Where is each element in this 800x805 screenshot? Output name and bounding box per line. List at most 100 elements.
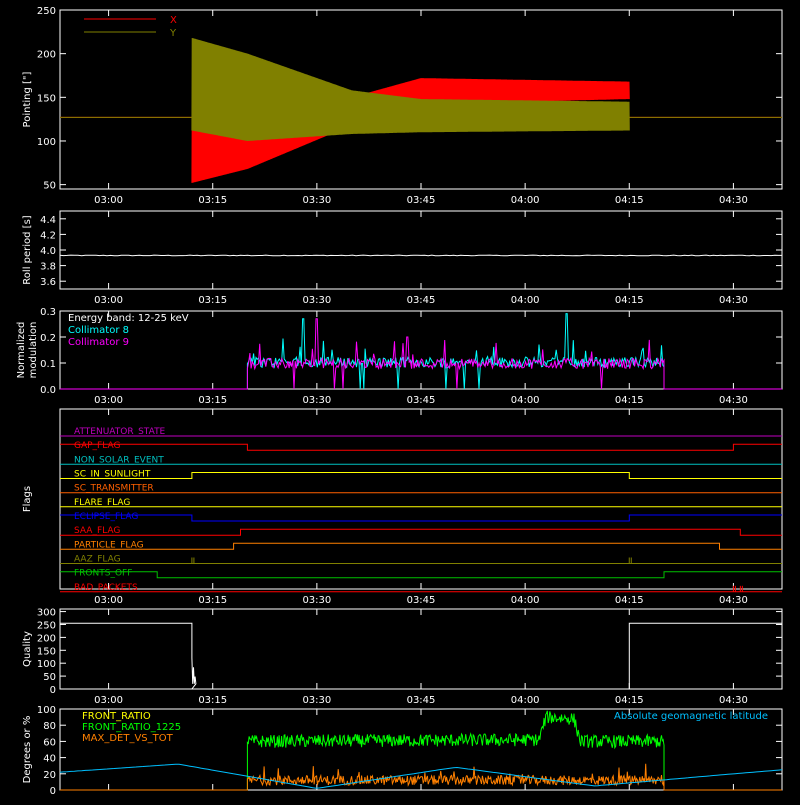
- x-tick-label: 03:45: [407, 695, 436, 706]
- y-tick-label: 150: [37, 646, 56, 657]
- x-tick-label: 04:30: [719, 195, 748, 206]
- x-tick-label: 04:30: [719, 595, 748, 606]
- flag-label: SAA_FLAG: [74, 526, 120, 536]
- panel-3: 03:00 03:15 03:30 03:45 04:00 04:15 04:30 Norma…: [16, 307, 783, 406]
- geomagnetic-latitude-line: [59, 763, 783, 789]
- y-tick-label: 100: [37, 705, 56, 716]
- x-tick-label: 03:15: [198, 695, 227, 706]
- panel-6: Degrees or % 0 20 40 60 80 100 FRONT_RATIOFRONT…: [22, 705, 783, 797]
- flag-label: PARTICLE_FLAG: [74, 540, 144, 550]
- y-tick-label: 200: [37, 633, 56, 644]
- x-tick-label: 03:45: [407, 395, 436, 406]
- y-tick-label: 0.1: [40, 359, 56, 370]
- flag-label: AAZ_FLAG: [74, 555, 121, 565]
- legend-label: FRONT_RATIO_1225: [82, 722, 181, 733]
- y-tick-label: 250: [37, 620, 56, 631]
- x-tick-label: 03:45: [407, 595, 436, 606]
- y-axis-label: Roll period [s]: [22, 215, 33, 284]
- x-tick-label: 03:00: [94, 595, 123, 606]
- x-tick-label: 03:00: [94, 395, 123, 406]
- series-max-det-vs-tot-line: [60, 763, 782, 791]
- roll-period-line: [59, 254, 782, 257]
- x-tick-label: 04:00: [511, 295, 540, 306]
- x-tick-label: 03:30: [302, 595, 331, 606]
- x-tick-label: 04:00: [511, 195, 540, 206]
- x-tick-label: 04:15: [615, 195, 644, 206]
- flag-line: [60, 514, 782, 522]
- legend: XY: [84, 15, 177, 39]
- x-tick-label: 04:15: [615, 595, 644, 606]
- y-tick-label: 0.0: [40, 385, 56, 396]
- quality-line: [60, 622, 782, 690]
- flag-line: [60, 528, 782, 536]
- y-axis-label: Degrees or %: [22, 716, 33, 784]
- legend-label: MAX_DET_VS_TOT: [82, 733, 174, 744]
- series-front-ratio-1225-line: [60, 710, 782, 791]
- legend-label: Collimator 8: [68, 325, 129, 336]
- x-tick-label: 04:30: [719, 695, 748, 706]
- y-tick-label: 3.6: [40, 277, 56, 288]
- y-tick-label: 200: [37, 50, 56, 61]
- x-tick-label: 03:15: [198, 395, 227, 406]
- y-tick-label: 20: [43, 770, 56, 781]
- y-tick-label: 100: [37, 659, 56, 670]
- y-tick-label: 100: [37, 137, 56, 148]
- y-tick-label: 4.0: [40, 246, 56, 257]
- legend-label: X: [170, 15, 177, 26]
- series-y-oscillation: [191, 37, 630, 142]
- series-collimator-9-line: [60, 318, 782, 390]
- x-tick-label: 03:45: [407, 195, 436, 206]
- y-tick-label: 4.4: [40, 215, 56, 226]
- y-tick-label: 80: [43, 721, 56, 732]
- y-tick-label: 0: [50, 786, 56, 797]
- y-tick-label: 0: [50, 685, 56, 696]
- x-tick-label: 04:15: [615, 395, 644, 406]
- y-axis-label: modulation: [28, 322, 39, 379]
- x-tick-label: 03:15: [198, 295, 227, 306]
- panel-frame: [59, 608, 783, 690]
- geomagnetic-latitude-annotation: Absolute geomagnetic latitude: [614, 711, 768, 722]
- panel-4: 03:00 03:15 03:30 03:45 04:00 04:15 04:30 Flags…: [22, 408, 783, 606]
- y-tick-label: 0.3: [40, 307, 56, 318]
- panel-5: 03:00 03:15 03:30 03:45 04:00 04:15 04:30 Quali…: [22, 608, 783, 706]
- x-tick-label: 04:30: [719, 295, 748, 306]
- x-tick-label: 03:30: [302, 395, 331, 406]
- x-tick-label: 03:00: [94, 195, 123, 206]
- y-tick-label: 50: [43, 181, 56, 192]
- flag-line: [60, 571, 782, 579]
- x-tick-label: 04:30: [719, 395, 748, 406]
- energy-band-annotation: Energy band: 12-25 keV: [68, 313, 189, 324]
- x-tick-label: 03:45: [407, 295, 436, 306]
- flag-label: GAP_FLAG: [74, 441, 120, 451]
- x-tick-label: 04:15: [615, 295, 644, 306]
- x-tick-label: 03:00: [94, 295, 123, 306]
- flag-label: FLARE_FLAG: [74, 498, 130, 508]
- y-tick-label: 0.2: [40, 333, 56, 344]
- x-tick-label: 03:15: [198, 595, 227, 606]
- y-axis-label: Quality: [22, 631, 33, 667]
- y-tick-label: 50: [43, 672, 56, 683]
- y-tick-label: 3.8: [40, 262, 56, 273]
- y-axis-label: Normalized: [16, 322, 27, 379]
- x-tick-label: 03:15: [198, 195, 227, 206]
- flag-label: SC_IN_SUNLIGHT: [74, 470, 151, 480]
- y-tick-label: 4.2: [40, 230, 56, 241]
- flag-label: BAD_PACKETS: [74, 583, 138, 593]
- x-tick-label: 04:15: [615, 695, 644, 706]
- x-tick-label: 04:00: [511, 695, 540, 706]
- flag-label: ECLIPSE_FLAG: [74, 512, 138, 522]
- y-tick-label: 300: [37, 608, 56, 619]
- x-tick-label: 03:00: [94, 695, 123, 706]
- flag-line: [60, 443, 782, 451]
- flag-label: FRONTS_OFF: [74, 569, 132, 579]
- flag-label: ATTENUATOR_STATE: [74, 427, 166, 437]
- panel-1: 03:00 03:15 03:30 03:45 04:00 04:15 04:30 Point…: [22, 6, 783, 206]
- y-tick-label: 40: [43, 754, 56, 765]
- flag-line: [60, 542, 782, 550]
- y-tick-label: 150: [37, 93, 56, 104]
- legend-label: Collimator 9: [68, 337, 129, 348]
- y-tick-label: 250: [37, 6, 56, 17]
- x-tick-label: 03:30: [302, 295, 331, 306]
